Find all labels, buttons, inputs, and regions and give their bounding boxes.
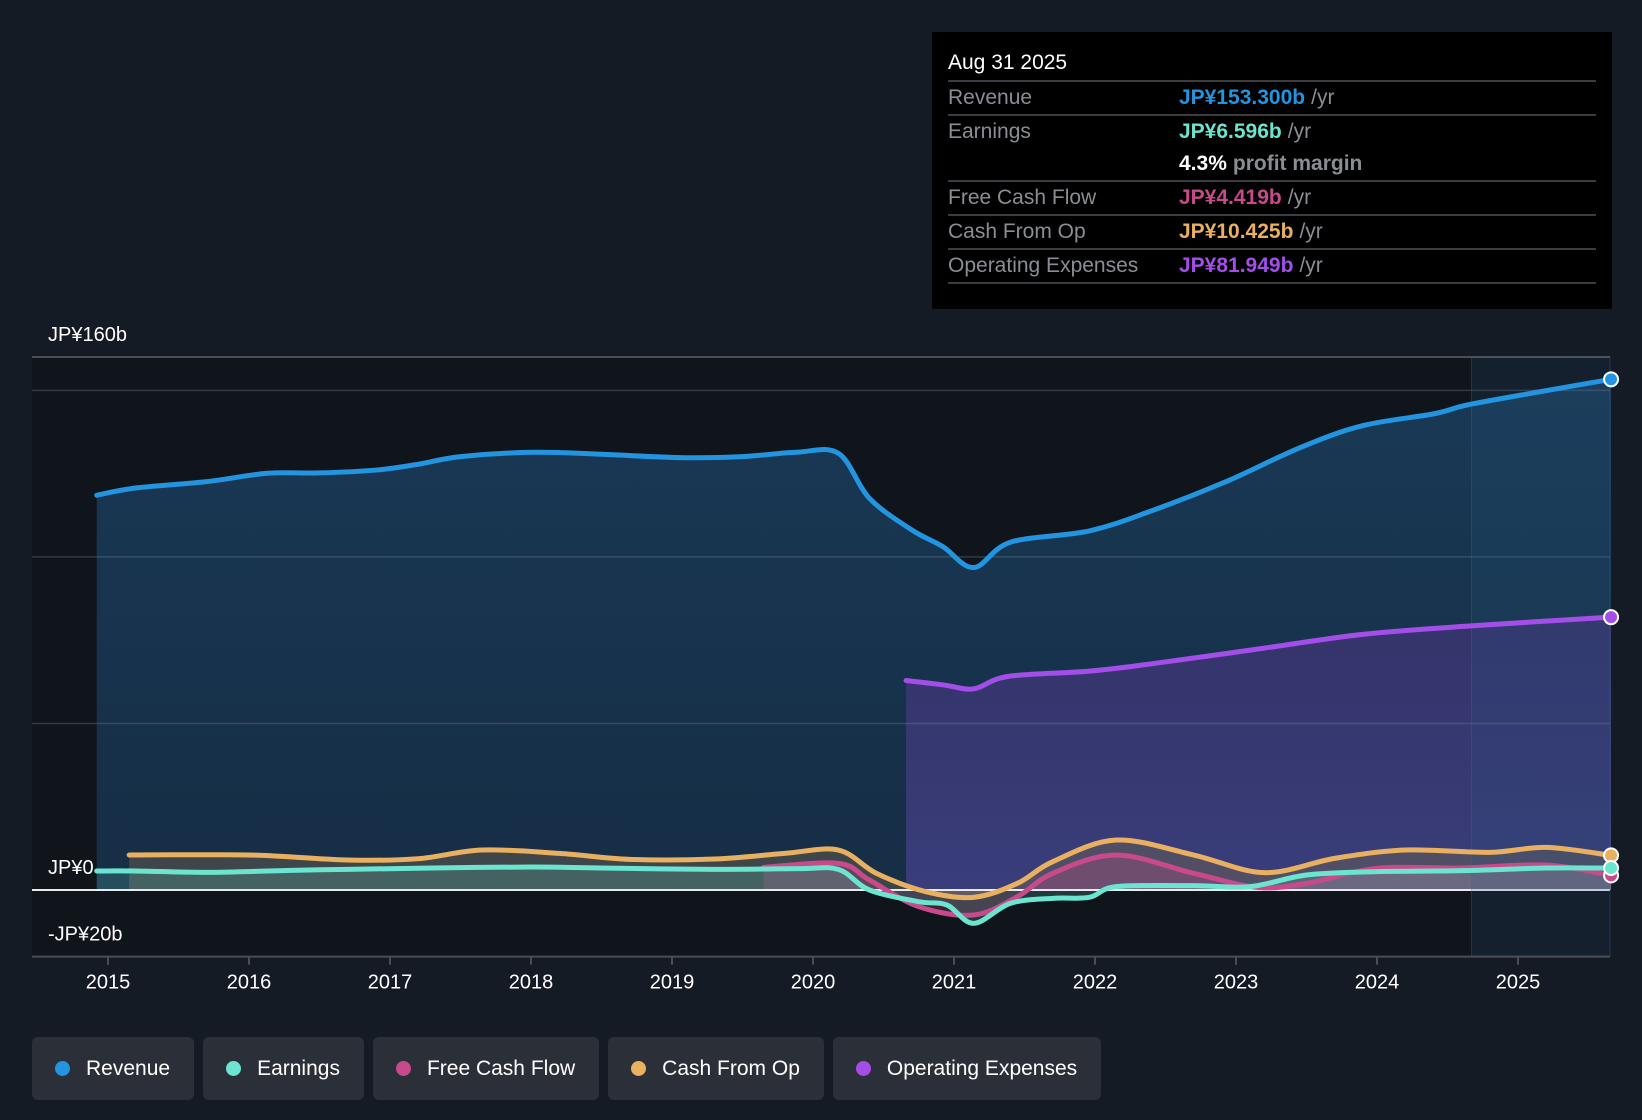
- tooltip: Aug 31 2025 Revenue JP¥153.300b /yr Earn…: [932, 32, 1612, 309]
- x-tick-label: 2016: [227, 972, 272, 994]
- tooltip-value: JP¥6.596b: [1179, 120, 1282, 143]
- x-tick-label: 2017: [368, 972, 413, 994]
- tooltip-key: Revenue: [948, 86, 1033, 109]
- tooltip-value: JP¥81.949b: [1179, 254, 1294, 277]
- legend-dot-icon: [226, 1061, 242, 1076]
- tooltip-value: JP¥10.425b: [1179, 220, 1294, 243]
- legend-label: Earnings: [257, 1056, 340, 1080]
- tooltip-value: JP¥153.300b: [1179, 86, 1306, 109]
- tooltip-row-operating-expenses: Operating Expenses JP¥81.949b /yr: [948, 250, 1596, 284]
- tooltip-row-free-cash-flow: Free Cash Flow JP¥4.419b /yr: [948, 182, 1596, 216]
- free-cash-flow-line: [761, 852, 1614, 918]
- tooltip-key: Earnings: [948, 120, 1031, 143]
- x-tick-label: 2019: [650, 972, 695, 994]
- legend-item-earnings[interactable]: Earnings: [203, 1037, 364, 1100]
- earnings-area: [96, 867, 1612, 924]
- operating-expenses-area: [906, 617, 1612, 890]
- revenue-line: [94, 376, 1614, 571]
- legend-label: Cash From Op: [662, 1056, 800, 1080]
- tooltip-unit: /yr: [1311, 86, 1335, 109]
- legend-item-free-cash-flow[interactable]: Free Cash Flow: [372, 1037, 600, 1100]
- legend: Revenue Earnings Free Cash Flow Cash Fro…: [32, 1037, 1102, 1100]
- tooltip-row-cash-from-op: Cash From Op JP¥10.425b /yr: [948, 216, 1596, 250]
- y-tick-label: -JP¥20b: [48, 924, 123, 946]
- legend-item-revenue[interactable]: Revenue: [32, 1037, 195, 1100]
- series-lines: [94, 376, 1614, 926]
- tooltip-unit: /yr: [1299, 220, 1323, 243]
- operating-expenses-line: [903, 614, 1614, 692]
- x-tick-label: 2015: [86, 972, 131, 994]
- x-tick-label: 2018: [509, 972, 554, 994]
- x-axis: 2015 2016 2017 2018 2019 2020 2021 2022 2023 2024…: [32, 955, 1610, 994]
- legend-label: Operating Expenses: [886, 1056, 1078, 1080]
- tooltip-unit: /yr: [1287, 120, 1312, 143]
- legend-dot-icon: [855, 1061, 871, 1076]
- cash-from-op-line: [126, 837, 1614, 901]
- x-tick-label: 2023: [1214, 972, 1259, 994]
- earnings-end-marker[interactable]: [1603, 860, 1620, 877]
- tooltip-date: Aug 31 2025: [948, 46, 1596, 82]
- tooltip-unit: /yr: [1287, 186, 1312, 209]
- legend-dot-icon: [631, 1061, 647, 1076]
- x-tick-label: 2022: [1073, 972, 1118, 994]
- forecast-highlight-region: [1470, 356, 1611, 958]
- y-tick-label: JP¥160b: [48, 324, 127, 346]
- y-tick-label: JP¥0: [48, 857, 94, 879]
- legend-dot-icon: [55, 1061, 70, 1076]
- tooltip-unit: /yr: [1299, 254, 1323, 277]
- series-areas: [96, 379, 1612, 924]
- x-tick-label: 2024: [1355, 972, 1400, 994]
- x-tick-label: 2021: [932, 972, 977, 994]
- operating-expenses-end-marker[interactable]: [1603, 609, 1620, 626]
- tooltip-row-profit-margin: 4.3% profit margin: [948, 148, 1596, 182]
- profit-margin-label: profit margin: [1232, 152, 1363, 175]
- series-end-markers: [1603, 371, 1620, 884]
- tooltip-key: Free Cash Flow: [948, 186, 1097, 209]
- legend-label: Revenue: [86, 1056, 171, 1080]
- revenue-end-marker[interactable]: [1603, 371, 1620, 388]
- tooltip-row-earnings: Earnings JP¥6.596b /yr: [948, 116, 1596, 148]
- y-axis-labels: JP¥160b JP¥0 -JP¥20b: [48, 324, 127, 946]
- x-tick-label: 2020: [791, 972, 836, 994]
- tooltip-value: JP¥4.419b: [1179, 186, 1282, 209]
- legend-item-cash-from-op[interactable]: Cash From Op: [608, 1037, 824, 1100]
- gridlines: [32, 356, 1610, 891]
- tooltip-key: Operating Expenses: [948, 254, 1139, 277]
- legend-item-operating-expenses[interactable]: Operating Expenses: [832, 1037, 1102, 1100]
- legend-dot-icon: [395, 1061, 411, 1076]
- earnings-line: [94, 864, 1614, 926]
- tooltip-key: Cash From Op: [948, 220, 1086, 243]
- legend-label: Free Cash Flow: [426, 1056, 576, 1080]
- x-tick-label: 2025: [1496, 972, 1541, 994]
- profit-margin-value: 4.3%: [1179, 152, 1227, 175]
- tooltip-row-revenue: Revenue JP¥153.300b /yr: [948, 82, 1596, 116]
